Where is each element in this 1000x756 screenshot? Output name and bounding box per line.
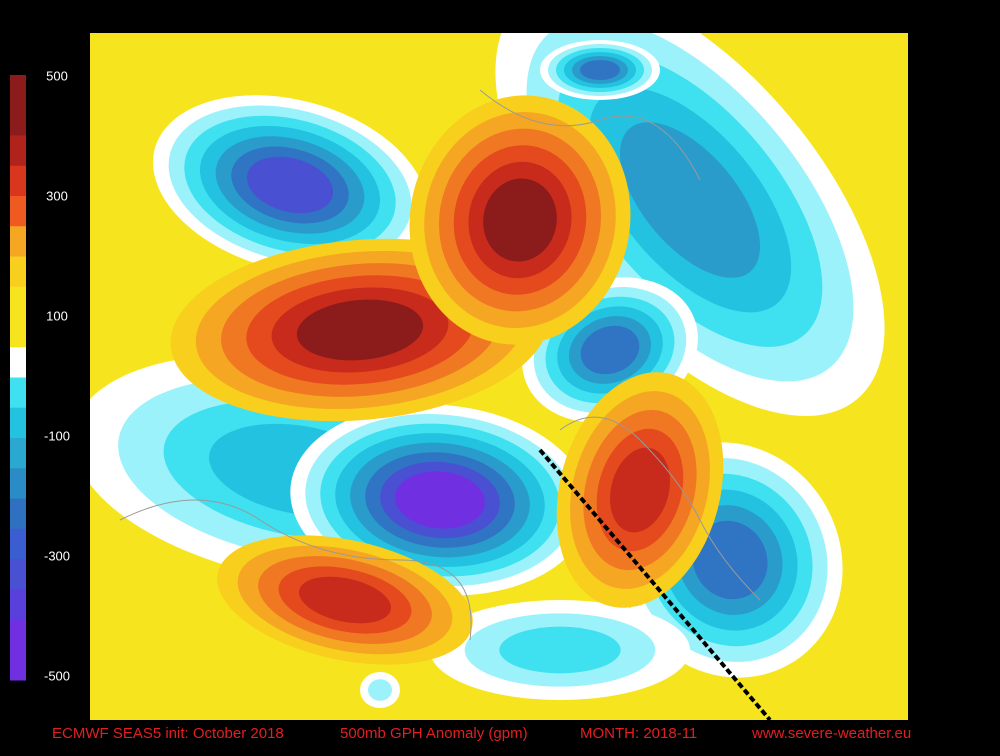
anomaly-blob	[360, 672, 400, 708]
contour-band	[580, 325, 640, 375]
contour-band	[395, 471, 485, 529]
anomaly-blob	[430, 600, 690, 700]
anomaly-field	[90, 33, 908, 720]
contour-band	[610, 447, 670, 533]
colorbar-swatch	[10, 286, 26, 318]
anomaly-blob	[556, 372, 724, 608]
colorbar-tick-label: 500	[46, 68, 68, 83]
colorbar-swatch	[10, 75, 26, 106]
colorbar-swatch	[10, 226, 26, 257]
contour-band	[499, 626, 621, 674]
footer-model: ECMWF SEAS5 init: October 2018	[52, 725, 284, 742]
contour-band	[368, 679, 392, 701]
colorbar-tick-label: 300	[46, 188, 68, 203]
anomaly-blob	[217, 535, 473, 665]
coastline	[119, 89, 761, 641]
colorbar: 500 300 100 -100 -300 -500	[10, 68, 70, 683]
colorbar-swatch	[10, 528, 26, 560]
contour-band	[483, 178, 557, 262]
colorbar-swatch	[10, 135, 26, 167]
colorbar-swatch	[10, 377, 26, 409]
colorbar-swatch	[10, 196, 26, 227]
colorbar-swatch	[10, 649, 26, 681]
colorbar-tick-label: -500	[44, 668, 70, 683]
colorbar-swatch	[10, 407, 26, 439]
footer-field: 500mb GPH Anomaly (gpm)	[340, 725, 528, 742]
colorbar-swatch	[10, 589, 26, 620]
colorbar-tick-label: -300	[44, 548, 70, 563]
colorbar-swatch	[10, 165, 26, 197]
colorbar-swatch	[10, 347, 26, 378]
anomaly-blob	[152, 95, 428, 275]
colorbar-swatch	[10, 105, 26, 136]
contour-band	[580, 60, 620, 80]
colorbar-swatch	[10, 256, 26, 288]
colorbar-swatch	[10, 559, 26, 590]
colorbar-tick-label: -100	[44, 428, 70, 443]
contour-band	[619, 122, 761, 278]
contour-band	[246, 156, 334, 214]
colorbar-tick-label: 100	[46, 308, 68, 323]
anomaly-blob	[540, 40, 660, 100]
colorbar-swatch	[10, 317, 26, 348]
track	[538, 448, 772, 720]
contour-band	[299, 576, 391, 624]
colorbar-swatch	[10, 619, 26, 651]
colorbar-swatch	[10, 498, 26, 530]
colorbar-swatch	[10, 438, 26, 469]
footer-site: www.severe-weather.eu	[751, 725, 911, 742]
contour-band	[296, 299, 424, 361]
colorbar-swatch	[10, 468, 26, 499]
footer-month: MONTH: 2018-11	[580, 725, 697, 742]
anomaly-blob	[409, 95, 631, 345]
